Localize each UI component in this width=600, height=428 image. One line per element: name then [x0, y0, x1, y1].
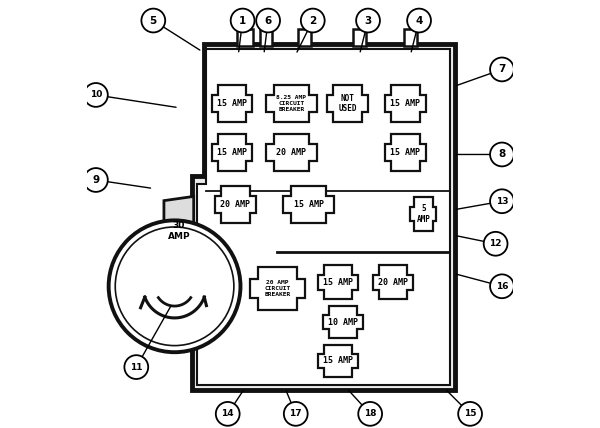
Text: 14: 14 — [221, 409, 234, 418]
Text: 10: 10 — [90, 90, 102, 99]
Text: 30
AMP: 30 AMP — [167, 221, 190, 241]
Text: 15 AMP: 15 AMP — [323, 356, 353, 365]
Text: 8.25 AMP
CIRCUIT
BREAKER: 8.25 AMP CIRCUIT BREAKER — [277, 95, 307, 112]
Circle shape — [490, 57, 514, 81]
Polygon shape — [323, 306, 363, 339]
Text: 20 AMP
CIRCUIT
BREAKER: 20 AMP CIRCUIT BREAKER — [265, 280, 290, 297]
Polygon shape — [385, 134, 425, 171]
Text: 18: 18 — [364, 409, 376, 418]
Circle shape — [358, 402, 382, 426]
Polygon shape — [266, 134, 317, 171]
Circle shape — [142, 9, 165, 33]
Circle shape — [284, 402, 308, 426]
Circle shape — [356, 9, 380, 33]
Circle shape — [301, 9, 325, 33]
Text: 5
AMP: 5 AMP — [416, 204, 430, 224]
Text: 10 AMP: 10 AMP — [328, 318, 358, 327]
Bar — [236, 29, 253, 46]
Polygon shape — [215, 186, 256, 223]
Text: 5: 5 — [149, 15, 157, 26]
Circle shape — [256, 9, 280, 33]
Polygon shape — [283, 186, 334, 223]
Circle shape — [484, 232, 508, 256]
Circle shape — [230, 9, 254, 33]
Bar — [260, 29, 272, 46]
Circle shape — [458, 402, 482, 426]
Circle shape — [407, 9, 431, 33]
Circle shape — [124, 355, 148, 379]
Text: 13: 13 — [496, 197, 508, 206]
Polygon shape — [164, 196, 194, 266]
Bar — [166, 265, 190, 285]
Bar — [353, 29, 366, 46]
Polygon shape — [212, 85, 252, 122]
Circle shape — [115, 227, 234, 345]
Polygon shape — [212, 134, 252, 171]
Circle shape — [109, 220, 241, 352]
Polygon shape — [373, 265, 413, 299]
Text: 20 AMP: 20 AMP — [377, 277, 407, 286]
Text: 6: 6 — [265, 15, 272, 26]
Circle shape — [490, 189, 514, 213]
Text: 2: 2 — [309, 15, 316, 26]
Text: 15 AMP: 15 AMP — [293, 200, 323, 209]
Text: 15 AMP: 15 AMP — [217, 99, 247, 108]
Text: 17: 17 — [289, 409, 302, 418]
Polygon shape — [328, 85, 368, 122]
Text: 1: 1 — [239, 15, 246, 26]
Text: 12: 12 — [490, 239, 502, 248]
Bar — [404, 29, 417, 46]
Text: 20 AMP: 20 AMP — [220, 200, 250, 209]
Text: 20 AMP: 20 AMP — [277, 148, 307, 157]
Circle shape — [490, 274, 514, 298]
Text: 15 AMP: 15 AMP — [323, 277, 353, 286]
Circle shape — [84, 83, 108, 107]
Text: 7: 7 — [498, 65, 506, 74]
Polygon shape — [266, 85, 317, 122]
Text: 15: 15 — [464, 409, 476, 418]
Text: 11: 11 — [130, 363, 143, 372]
Text: 16: 16 — [496, 282, 508, 291]
Polygon shape — [410, 197, 436, 231]
Polygon shape — [318, 265, 358, 299]
Text: NOT
USED: NOT USED — [338, 94, 357, 113]
Text: 8: 8 — [499, 149, 506, 160]
Text: 4: 4 — [415, 15, 423, 26]
Text: 15 AMP: 15 AMP — [217, 148, 247, 157]
Polygon shape — [385, 85, 425, 122]
Text: 15 AMP: 15 AMP — [391, 148, 421, 157]
Text: 9: 9 — [92, 175, 100, 185]
Polygon shape — [250, 267, 305, 310]
Circle shape — [84, 168, 108, 192]
Polygon shape — [191, 44, 455, 390]
Polygon shape — [318, 345, 358, 377]
Text: 15 AMP: 15 AMP — [391, 99, 421, 108]
Circle shape — [216, 402, 239, 426]
Text: 3: 3 — [364, 15, 371, 26]
Polygon shape — [197, 50, 449, 385]
Bar — [298, 29, 311, 46]
Circle shape — [490, 143, 514, 166]
